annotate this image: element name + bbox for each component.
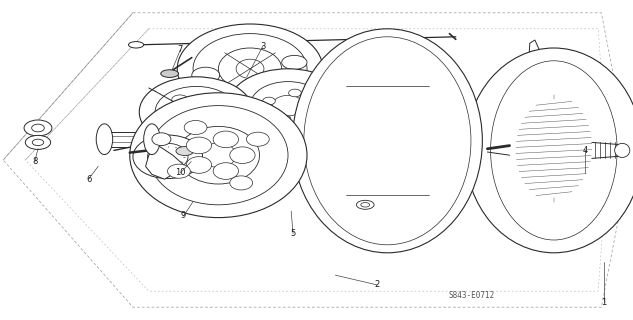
Ellipse shape (128, 42, 144, 48)
Ellipse shape (135, 136, 201, 178)
Text: 5: 5 (291, 229, 296, 238)
Ellipse shape (278, 115, 291, 123)
Ellipse shape (246, 132, 269, 146)
Ellipse shape (193, 34, 307, 104)
Ellipse shape (465, 48, 633, 253)
Ellipse shape (230, 176, 253, 190)
Ellipse shape (176, 147, 194, 156)
Ellipse shape (208, 117, 224, 127)
Ellipse shape (208, 97, 224, 107)
Ellipse shape (179, 101, 214, 123)
Ellipse shape (299, 108, 312, 116)
Ellipse shape (32, 124, 44, 132)
Ellipse shape (152, 133, 171, 146)
Ellipse shape (228, 69, 348, 142)
Ellipse shape (149, 106, 288, 205)
Ellipse shape (201, 143, 236, 167)
Ellipse shape (213, 163, 239, 179)
Ellipse shape (356, 200, 374, 209)
Ellipse shape (311, 105, 334, 119)
Ellipse shape (155, 86, 237, 138)
Ellipse shape (615, 143, 630, 157)
Ellipse shape (250, 82, 326, 130)
Ellipse shape (230, 147, 255, 164)
Ellipse shape (218, 48, 282, 90)
Ellipse shape (272, 95, 304, 116)
Ellipse shape (491, 61, 617, 240)
Text: 6: 6 (86, 175, 91, 184)
Text: 10: 10 (175, 168, 185, 177)
Ellipse shape (289, 89, 301, 97)
Text: 3: 3 (260, 42, 265, 51)
Text: 7: 7 (178, 45, 183, 54)
Bar (104, 132, 152, 147)
Ellipse shape (96, 124, 113, 155)
Text: S843-E0712: S843-E0712 (448, 292, 495, 300)
Ellipse shape (25, 135, 51, 149)
Ellipse shape (311, 92, 334, 106)
Ellipse shape (186, 157, 211, 173)
Ellipse shape (192, 67, 220, 83)
Text: 4: 4 (582, 146, 587, 155)
Text: 9: 9 (181, 212, 186, 220)
Polygon shape (508, 40, 549, 146)
Ellipse shape (236, 59, 264, 78)
Ellipse shape (186, 137, 211, 154)
Ellipse shape (177, 24, 323, 114)
Ellipse shape (282, 55, 307, 69)
Ellipse shape (147, 143, 188, 170)
Text: 1: 1 (601, 298, 606, 307)
Ellipse shape (133, 135, 203, 179)
Polygon shape (146, 146, 184, 179)
Ellipse shape (32, 139, 44, 146)
Ellipse shape (217, 147, 230, 154)
Ellipse shape (139, 77, 253, 147)
Ellipse shape (172, 119, 188, 129)
Ellipse shape (184, 120, 207, 134)
Ellipse shape (144, 124, 160, 155)
Ellipse shape (168, 164, 191, 178)
Ellipse shape (130, 93, 307, 218)
Ellipse shape (263, 97, 275, 105)
Ellipse shape (177, 126, 260, 184)
Ellipse shape (172, 95, 188, 105)
Ellipse shape (304, 37, 471, 245)
Text: 8: 8 (32, 157, 37, 166)
Ellipse shape (292, 29, 482, 253)
Ellipse shape (24, 120, 52, 136)
Text: 2: 2 (374, 280, 379, 289)
Ellipse shape (213, 131, 239, 148)
Ellipse shape (161, 70, 179, 77)
Ellipse shape (361, 203, 370, 207)
